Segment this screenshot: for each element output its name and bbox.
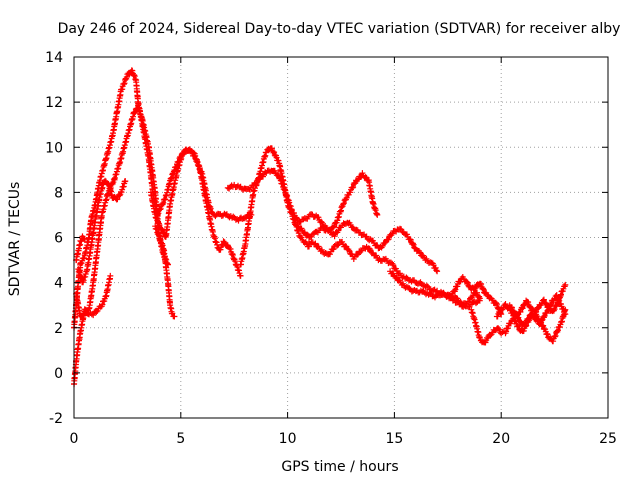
grid-lines [74,57,608,418]
y-tick-label: 10 [45,140,63,156]
y-tick-label: 4 [54,276,63,292]
y-tick-label: 12 [45,95,63,111]
y-tick-label: 6 [54,231,63,247]
data-point-markers [73,233,88,264]
data-series [295,219,441,275]
y-tick-label: 14 [45,50,63,66]
data-series [224,167,381,235]
data-series [75,177,129,286]
data-series [73,233,88,264]
data-points [71,67,569,388]
axis-ticks: 0 5 10 15 20 25 -2 0 2 4 6 8 10 12 14 [45,50,617,447]
x-tick-label: 10 [279,431,297,447]
x-tick-label: 15 [385,431,403,447]
data-point-markers [73,102,178,320]
data-point-markers [147,146,255,240]
x-tick-label: 0 [70,431,79,447]
x-tick-label: 25 [599,431,617,447]
data-series [147,146,255,240]
data-point-markers [295,219,441,275]
y-axis-label: SDTVAR / TECUs [7,182,23,297]
data-series [73,102,178,320]
data-point-markers [152,223,171,268]
x-tick-label: 20 [492,431,510,447]
data-point-markers [75,177,129,286]
y-tick-label: 0 [54,366,63,382]
data-point-markers [446,274,505,318]
y-tick-label: -2 [49,411,63,427]
data-series [152,223,171,268]
y-tick-label: 2 [54,321,63,337]
x-tick-label: 5 [176,431,185,447]
data-point-markers [224,167,381,235]
data-series [506,292,569,329]
chart-title: Day 246 of 2024, Sidereal Day-to-day VTE… [58,21,621,37]
data-point-markers [506,292,569,329]
data-series [446,274,505,318]
data-point-markers [387,268,483,310]
x-axis-label: GPS time / hours [281,459,398,475]
data-series [387,268,483,310]
y-tick-label: 8 [54,185,63,201]
